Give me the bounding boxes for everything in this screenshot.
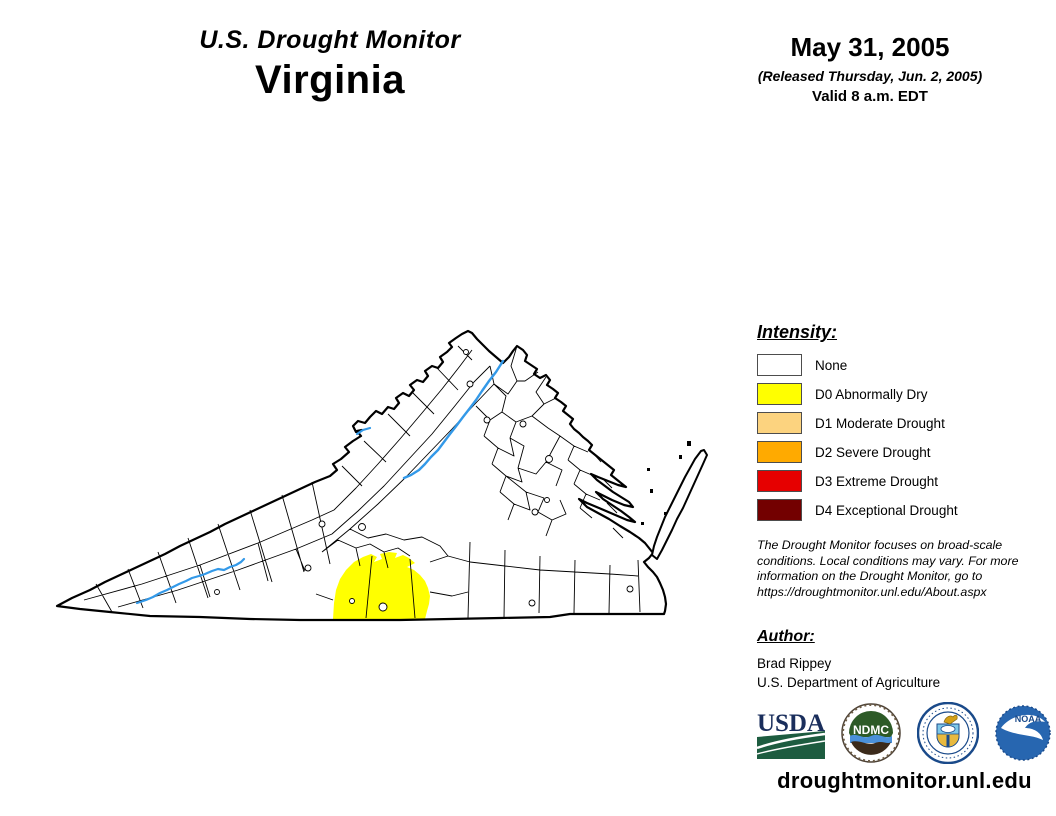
- d4-swatch-icon: [757, 499, 802, 521]
- d0-swatch-icon: [757, 383, 802, 405]
- legend-label: D0 Abnormally Dry: [815, 386, 928, 402]
- southwest-river: [135, 557, 246, 605]
- map-date: May 31, 2005: [790, 32, 950, 62]
- date-block: May 31, 2005 (Released Thursday, Jun. 2,…: [700, 32, 1040, 105]
- legend-item-d1: D1 Moderate Drought: [757, 412, 1056, 434]
- river-headwater: [355, 426, 372, 436]
- d2-swatch-icon: [757, 441, 802, 463]
- legend-label: D3 Extreme Drought: [815, 473, 939, 489]
- usda-field-shape: [757, 731, 825, 759]
- author-name: Brad Rippey: [757, 656, 832, 671]
- ndmc-logo-icon: NDMC: [841, 703, 901, 763]
- d0-drought-region: [333, 552, 430, 619]
- legend-item-d4: D4 Exceptional Drought: [757, 499, 1056, 521]
- footer-url: droughtmonitor.unl.edu: [777, 768, 1032, 793]
- ndmc-logo-text: NDMC: [853, 723, 889, 737]
- state-name-title: Virginia: [255, 58, 405, 102]
- legend-title: Intensity:: [757, 322, 838, 342]
- release-date: (Released Thursday, Jun. 2, 2005): [757, 68, 983, 84]
- noaa-logo-text: NOAA: [1015, 714, 1042, 724]
- legend-label: D2 Severe Drought: [815, 444, 931, 460]
- valid-time: Valid 8 a.m. EDT: [812, 88, 928, 105]
- legend-label: None: [815, 357, 848, 373]
- legend-label: D1 Moderate Drought: [815, 415, 945, 431]
- usda-swoosh: [757, 732, 825, 750]
- d1-swatch-icon: [757, 412, 802, 434]
- county-borders: [83, 345, 685, 619]
- noaa-logo-icon: NOAA: [995, 705, 1051, 761]
- legend-item-d3: D3 Extreme Drought: [757, 470, 1056, 492]
- usda-swoosh2: [757, 740, 825, 755]
- legend-label: D4 Exceptional Drought: [815, 502, 958, 518]
- eastern-shore-outline: [651, 449, 708, 560]
- d3-swatch-icon: [757, 470, 802, 492]
- independent-city-rings: [214, 349, 634, 612]
- disclaimer-text: The Drought Monitor focuses on broad-sca…: [757, 538, 1019, 599]
- report-title: U.S. Drought Monitor: [199, 26, 461, 54]
- virginia-drought-map: [55, 329, 708, 622]
- commerce-seal-icon: [917, 702, 979, 764]
- legend-item-d2: D2 Severe Drought: [757, 441, 1056, 463]
- state-outline: [55, 329, 668, 622]
- agency-logos: USDA NDMC NOAA: [757, 702, 1052, 764]
- none-swatch-icon: [757, 354, 802, 376]
- author-block: Author: Brad Rippey U.S. Department of A…: [757, 628, 1052, 692]
- author-org: U.S. Department of Agriculture: [757, 675, 941, 690]
- legend-item-d0: D0 Abnormally Dry: [757, 383, 1056, 405]
- usda-logo-icon: USDA: [757, 710, 825, 759]
- title-block: U.S. Drought Monitor Virginia: [115, 26, 545, 103]
- author-heading: Author:: [757, 628, 815, 645]
- intensity-legend: Intensity: None D0 Abnormally Dry D1 Mod…: [757, 322, 1056, 528]
- shenandoah-river: [402, 359, 505, 480]
- legend-item-none: None: [757, 354, 1056, 376]
